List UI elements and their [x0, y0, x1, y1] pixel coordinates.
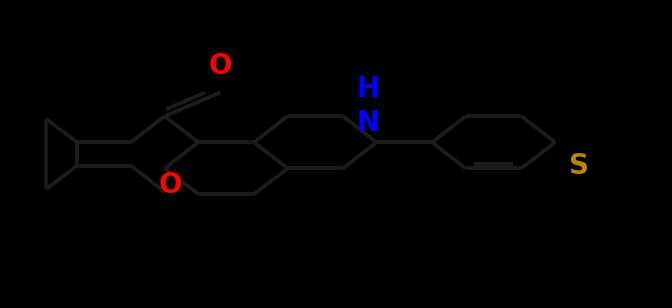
Text: O: O	[209, 52, 232, 80]
Text: S: S	[569, 152, 589, 180]
Text: N: N	[357, 109, 380, 137]
Text: O: O	[159, 171, 181, 199]
Text: H: H	[357, 75, 380, 103]
